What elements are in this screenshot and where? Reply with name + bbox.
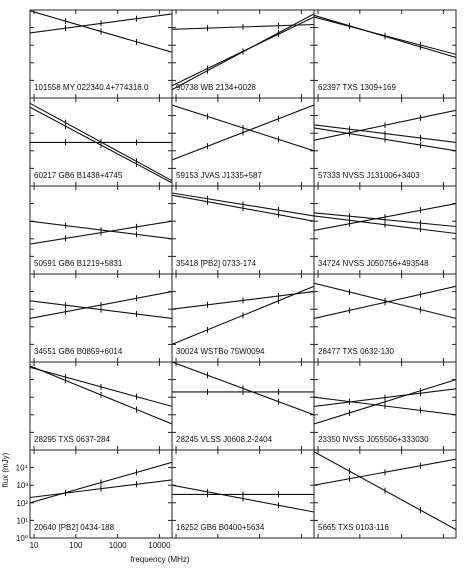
panel-label: 59153 JVAS J1335+587 [176, 171, 262, 180]
panel-lines [30, 220, 172, 245]
panel-lines [314, 379, 456, 425]
panel-label: 34724 NVSS J050756+493548 [318, 259, 429, 268]
panel-label: 16252 GB6 B0400+5634 [176, 523, 265, 532]
x-tick-label: 100 [69, 541, 83, 550]
panel-label: 34551 GB6 B0859+6014 [34, 347, 123, 356]
panel-label: 62397 TXS 1309+169 [318, 83, 396, 92]
panel-label: 30024 WSTBo 75W0094 [176, 347, 265, 356]
panel-label: 23350 NVSS J055506+333030 [318, 435, 429, 444]
panel-lines [30, 461, 172, 504]
y-tick-label: 10³ [16, 481, 28, 490]
panel-lines [30, 10, 172, 53]
panel-label: 50591 GB6 B1219+5831 [34, 259, 123, 268]
panel-lines [172, 192, 314, 222]
panel-lines [314, 451, 456, 531]
panel-label: 28245 VLSS J0608.2-2404 [176, 435, 273, 444]
panel-lines [30, 365, 172, 425]
panel-label: 57333 NVSS J131006+3403 [318, 171, 420, 180]
panel-lines [172, 362, 314, 416]
x-axis-label: frequency (MHz) [130, 555, 189, 564]
panel-lines [30, 291, 172, 319]
panel-lines [30, 102, 172, 184]
panel-label: 60217 GB6 B1438+4745 [34, 171, 123, 180]
x-tick-label: 10 [30, 541, 39, 550]
panel-frame [313, 449, 457, 539]
panel-lines [314, 203, 456, 235]
panel-label: 28295 TXS 0637-284 [34, 435, 110, 444]
panel-lines [172, 285, 314, 345]
y-tick-label: 10⁰ [16, 534, 28, 543]
panel-lines [314, 282, 456, 319]
x-tick-label: 10000 [148, 541, 171, 550]
panel-label: 101558 MY 022340.4+774318.0 [34, 83, 149, 92]
panel-label: 20640 [PB2] 0434-188 [34, 523, 115, 532]
panel-label: 90738 WB 2134+0028 [176, 83, 256, 92]
panel-lines [314, 14, 456, 59]
y-tick-label: 10⁴ [16, 464, 29, 473]
panel-lines [314, 109, 456, 152]
panel-lines [172, 13, 314, 91]
panel-lines [172, 484, 314, 513]
panel-lines [172, 104, 314, 161]
x-tick-label: 1000 [109, 541, 127, 550]
panel-label: 5665 TXS 0103-116 [318, 523, 389, 532]
y-tick-label: 10¹ [16, 516, 28, 525]
y-tick-label: 10² [16, 499, 28, 508]
y-axis-label: flux (mJy) [1, 452, 10, 487]
panel-label: 28477 TXS 0632-130 [318, 347, 394, 356]
panel-label: 35418 [PB2] 0733-174 [176, 259, 257, 268]
